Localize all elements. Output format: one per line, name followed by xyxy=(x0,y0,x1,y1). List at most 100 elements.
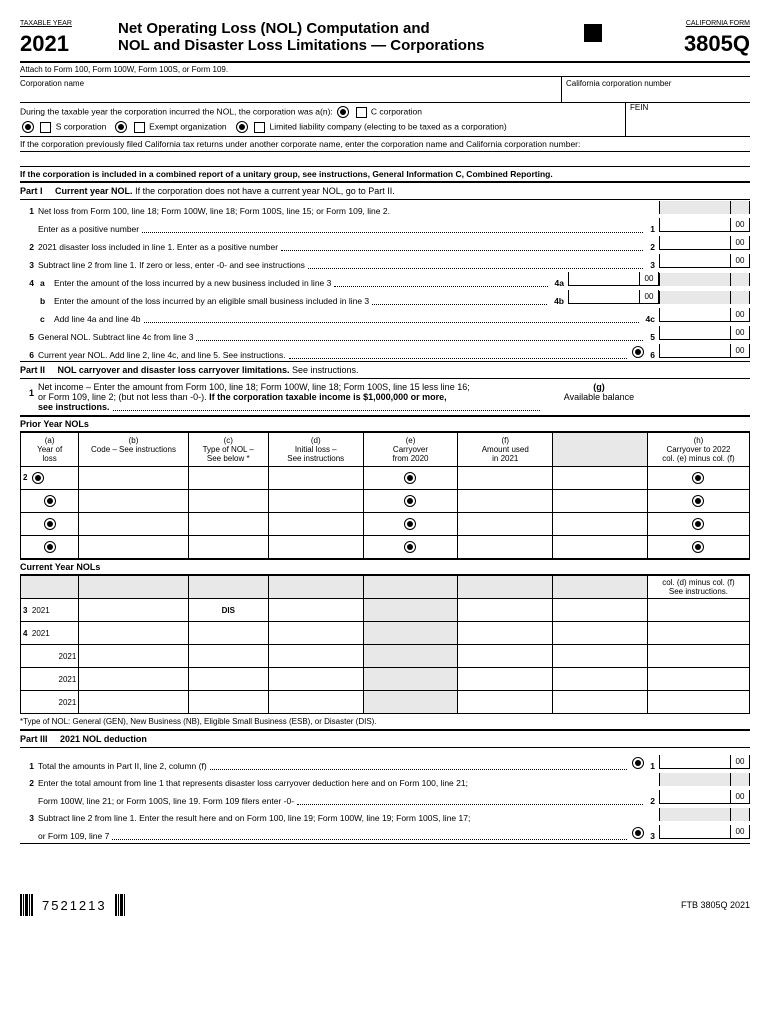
c-corp-radio[interactable] xyxy=(337,106,349,118)
ca-corp-number-field[interactable]: California corporation number xyxy=(562,77,750,102)
c-corp-checkbox[interactable] xyxy=(356,107,367,118)
p3-l2-amount[interactable] xyxy=(659,790,731,804)
prior-r4-radio-e[interactable] xyxy=(404,541,416,553)
form-header: TAXABLE YEAR 2021 Net Operating Loss (NO… xyxy=(20,20,750,63)
p1-l1-amount[interactable] xyxy=(659,218,731,232)
llc-radio[interactable] xyxy=(236,121,248,133)
p3-line1: 1 Total the amounts in Part II, line 2, … xyxy=(20,754,750,772)
col-g-text: Available balance xyxy=(549,392,649,402)
p1-l6-amount[interactable] xyxy=(659,344,731,358)
p1-line4b: b Enter the amount of the loss incurred … xyxy=(20,289,750,307)
col-e: (e) Carryover from 2020 xyxy=(363,433,458,467)
taxable-year-label: TAXABLE YEAR xyxy=(20,20,110,27)
prior-row[interactable] xyxy=(21,513,750,536)
p1-l4b-amount[interactable] xyxy=(568,290,640,304)
current-row-4[interactable]: 4 2021 xyxy=(21,622,750,645)
part1-header: Part I Current year NOL. If the corporat… xyxy=(20,182,750,200)
p1-l4c-amount[interactable] xyxy=(659,308,731,322)
p3-line2b: Form 100W, line 21; or Form 100S, line 1… xyxy=(20,789,750,807)
current-row-3[interactable]: 3 2021 DIS xyxy=(21,599,750,622)
current-row[interactable]: 2021 xyxy=(21,668,750,691)
part2-header: Part II NOL carryover and disaster loss … xyxy=(20,361,750,379)
prior-year-label: Prior Year NOLs xyxy=(20,416,750,432)
col-a: (a) Year of loss xyxy=(21,433,79,467)
p3-l1-amount[interactable] xyxy=(659,755,731,769)
p3-l3-amount[interactable] xyxy=(659,825,731,839)
p1-line6: 6 Current year NOL. Add line 2, line 4c,… xyxy=(20,343,750,361)
p1-line5: 5 General NOL. Subtract line 4c from lin… xyxy=(20,325,750,343)
c-corp-label: C corporation xyxy=(371,106,422,116)
prev-filed-input[interactable] xyxy=(20,152,750,167)
p1-l6-radio[interactable] xyxy=(632,346,644,358)
p1-line2: 2 2021 disaster loss included in line 1.… xyxy=(20,235,750,253)
current-year-nol-table: col. (d) minus col. (f) See instructions… xyxy=(20,575,750,714)
prior-r4-radio-a[interactable] xyxy=(44,541,56,553)
part1-suffix: If the corporation does not have a curre… xyxy=(135,186,395,196)
prev-filed-text: If the corporation previously filed Cali… xyxy=(20,137,750,152)
current-row[interactable]: 2021 xyxy=(21,645,750,668)
s-corp-checkbox[interactable] xyxy=(40,122,51,133)
p1-l2-amount[interactable] xyxy=(659,236,731,250)
p1-l3-amount[interactable] xyxy=(659,254,731,268)
exempt-radio[interactable] xyxy=(115,121,127,133)
prior-r3-radio-e[interactable] xyxy=(404,518,416,530)
part2-suffix: See instructions. xyxy=(292,365,359,375)
exempt-label: Exempt organization xyxy=(149,121,227,131)
current-row[interactable]: 2021 xyxy=(21,691,750,714)
combined-report-text: If the corporation is included in a comb… xyxy=(20,167,750,182)
col-h-current: col. (d) minus col. (f) See instructions… xyxy=(647,576,749,599)
p2-line1: 1 Net income – Enter the amount from For… xyxy=(20,379,750,416)
attach-instruction: Attach to Form 100, Form 100W, Form 100S… xyxy=(20,63,750,77)
s-corp-label: S corporation xyxy=(56,121,107,131)
footer-code: 7521213 xyxy=(42,898,107,913)
p1-line1: 1 Net loss from Form 100, line 18; Form … xyxy=(20,200,750,217)
part3-header: Part III 2021 NOL deduction xyxy=(20,731,750,748)
part2-title: NOL carryover and disaster loss carryove… xyxy=(58,365,290,375)
fein-field[interactable]: FEIN xyxy=(625,103,750,136)
prior-row-2[interactable]: 2 xyxy=(21,467,750,490)
current-year-label: Current Year NOLs xyxy=(20,559,750,575)
prior-r1-radio-h[interactable] xyxy=(692,472,704,484)
part3-label: Part III xyxy=(20,734,48,744)
entity-intro: During the taxable year the corporation … xyxy=(20,106,333,116)
p1-l5-amount[interactable] xyxy=(659,326,731,340)
p1-line1b: Enter as a positive number 1 00 xyxy=(20,217,750,235)
black-square-marker xyxy=(584,24,602,42)
prior-r2-radio-h[interactable] xyxy=(692,495,704,507)
p3-l1-radio[interactable] xyxy=(632,757,644,769)
p3-line2a: 2 Enter the total amount from line 1 tha… xyxy=(20,772,750,789)
p1-line4a: 4a Enter the amount of the loss incurred… xyxy=(20,271,750,289)
prior-r3-radio-h[interactable] xyxy=(692,518,704,530)
part3-title: 2021 NOL deduction xyxy=(60,734,147,744)
prior-r2-radio-e[interactable] xyxy=(404,495,416,507)
part1-label: Part I xyxy=(20,186,43,196)
california-form-label: CALIFORNIA FORM xyxy=(620,20,750,27)
col-c: (c) Type of NOL – See below * xyxy=(188,433,268,467)
prior-r1-radio-a[interactable] xyxy=(32,472,44,484)
prior-r2-radio-a[interactable] xyxy=(44,495,56,507)
form-number: 3805Q xyxy=(620,31,750,57)
s-corp-radio[interactable] xyxy=(22,121,34,133)
prior-r3-radio-a[interactable] xyxy=(44,518,56,530)
prior-r4-radio-h[interactable] xyxy=(692,541,704,553)
p3-l3-radio[interactable] xyxy=(632,827,644,839)
part2-label: Part II xyxy=(20,365,45,375)
col-d: (d) Initial loss – See instructions xyxy=(268,433,363,467)
col-h: (h) Carryover to 2022 col. (e) minus col… xyxy=(647,433,749,467)
p1-l4a-amount[interactable] xyxy=(568,272,640,286)
prior-r1-radio-e[interactable] xyxy=(404,472,416,484)
type-of-nol-footnote: *Type of NOL: General (GEN), New Busines… xyxy=(20,714,750,731)
p1-line3: 3 Subtract line 2 from line 1. If zero o… xyxy=(20,253,750,271)
p3-line3b: or Form 109, line 7 3 00 xyxy=(20,824,750,844)
llc-checkbox[interactable] xyxy=(254,122,265,133)
col-g-spacer xyxy=(553,433,648,467)
p3-line3a: 3 Subtract line 2 from line 1. Enter the… xyxy=(20,807,750,824)
prior-row[interactable] xyxy=(21,536,750,559)
form-footer: 7521213 FTB 3805Q 2021 xyxy=(20,894,750,916)
form-title-2: NOL and Disaster Loss Limitations — Corp… xyxy=(118,37,576,54)
part1-title: Current year NOL. xyxy=(55,186,133,196)
corp-info-row: Corporation name California corporation … xyxy=(20,77,750,103)
prior-row[interactable] xyxy=(21,490,750,513)
exempt-checkbox[interactable] xyxy=(134,122,145,133)
corporation-name-field[interactable]: Corporation name xyxy=(20,77,562,102)
